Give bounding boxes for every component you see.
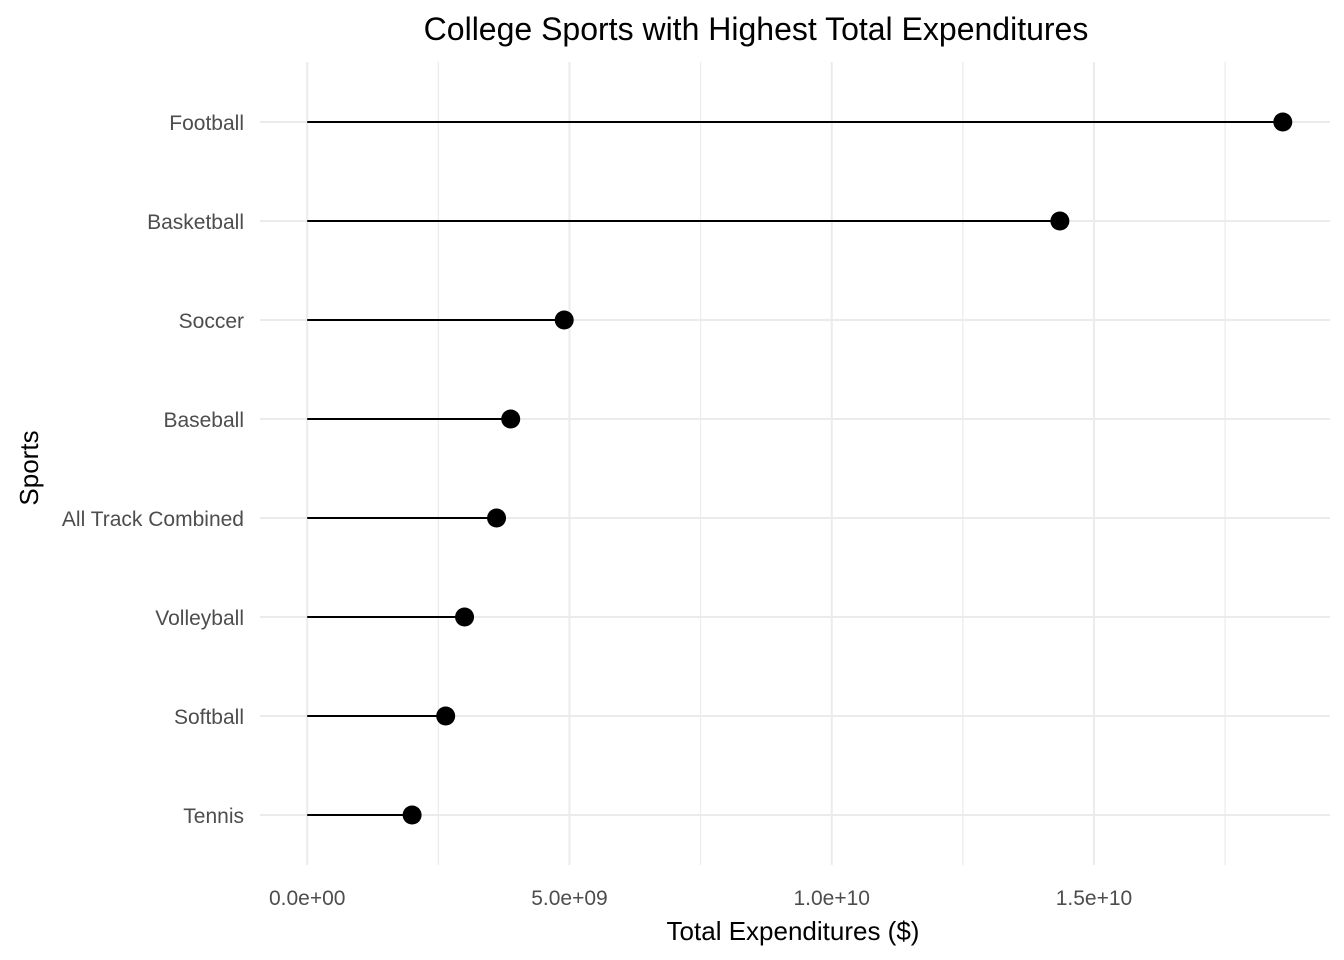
lollipop-point: [501, 409, 521, 429]
lollipop-point: [455, 607, 475, 627]
x-axis-title: Total Expenditures ($): [667, 916, 920, 946]
chart-title: College Sports with Highest Total Expend…: [424, 11, 1089, 47]
lollipop-point: [487, 508, 507, 528]
y-axis-title: Sports: [14, 430, 44, 505]
y-tick-label: Tennis: [183, 805, 244, 828]
x-tick-label: 1.5e+10: [1056, 887, 1133, 910]
y-tick-label: Basketball: [147, 211, 244, 234]
y-tick-label: Volleyball: [155, 607, 244, 630]
y-tick-label: Softball: [174, 706, 244, 729]
y-tick-label: Soccer: [179, 310, 244, 333]
y-tick-label: Baseball: [163, 409, 244, 432]
lollipop-point: [436, 706, 456, 726]
x-tick-label: 1.0e+10: [793, 887, 870, 910]
lollipop-point: [1050, 211, 1070, 231]
y-tick-label: Football: [169, 112, 244, 135]
x-tick-label: 5.0e+09: [531, 887, 608, 910]
x-tick-label: 0.0e+00: [269, 887, 346, 910]
grid-lines: [260, 62, 1330, 865]
lollipop-point: [402, 805, 422, 825]
data-marks: [307, 112, 1293, 825]
y-tick-label: All Track Combined: [62, 508, 244, 531]
tick-labels: 0.0e+00 5.0e+09 1.0e+10 1.5e+10 Football Bask…: [62, 112, 1132, 910]
lollipop-point: [554, 310, 574, 330]
lollipop-point: [1273, 112, 1293, 132]
